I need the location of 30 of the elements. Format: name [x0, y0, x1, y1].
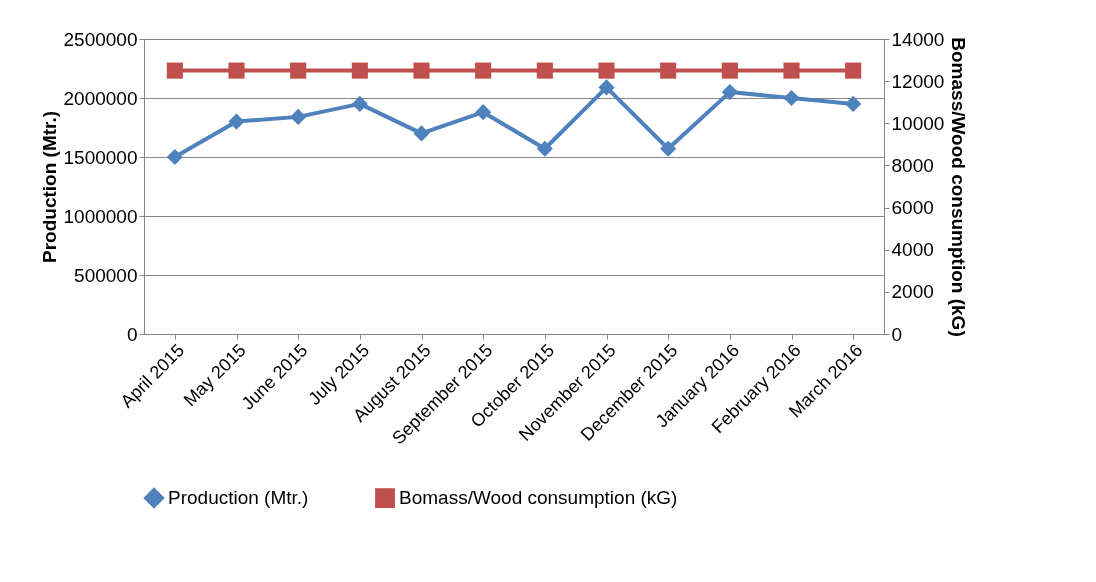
point — [660, 140, 677, 157]
point — [721, 84, 738, 101]
y-axis-title: Production (Mtr.) — [38, 111, 60, 263]
y2-tick-label: 8000 — [891, 154, 934, 176]
y2-tick-label: 0 — [891, 323, 903, 345]
y-tick-label: 1000000 — [63, 205, 138, 227]
y-tick-label: 500000 — [74, 264, 138, 286]
y2-tick-label: 10000 — [891, 112, 945, 134]
y2-axis-title: Bomass/Wood consumption (kG) — [948, 37, 970, 337]
y2-tick-label: 12000 — [891, 70, 945, 92]
point — [413, 125, 430, 142]
point — [166, 148, 183, 166]
y2-tick-label: 4000 — [891, 239, 934, 261]
point — [598, 79, 615, 96]
point — [536, 140, 553, 157]
point — [351, 95, 368, 112]
y-tick-label: 1500000 — [63, 146, 138, 168]
y-tick-label: 0 — [126, 323, 138, 345]
point — [290, 108, 307, 125]
y2-tick-label: 14000 — [891, 28, 945, 50]
y-tick-label: 2500000 — [63, 28, 138, 50]
y2-tick-label: 2000 — [891, 281, 934, 303]
legend-label: Bomass/Wood consumption (kG) — [399, 487, 678, 509]
point — [228, 113, 245, 130]
y-tick-label: 2000000 — [63, 87, 138, 109]
point — [475, 104, 492, 121]
point — [845, 95, 862, 112]
point — [783, 89, 800, 107]
legend-label: Production (Mtr.) — [168, 487, 309, 509]
y2-tick-label: 6000 — [891, 197, 934, 219]
